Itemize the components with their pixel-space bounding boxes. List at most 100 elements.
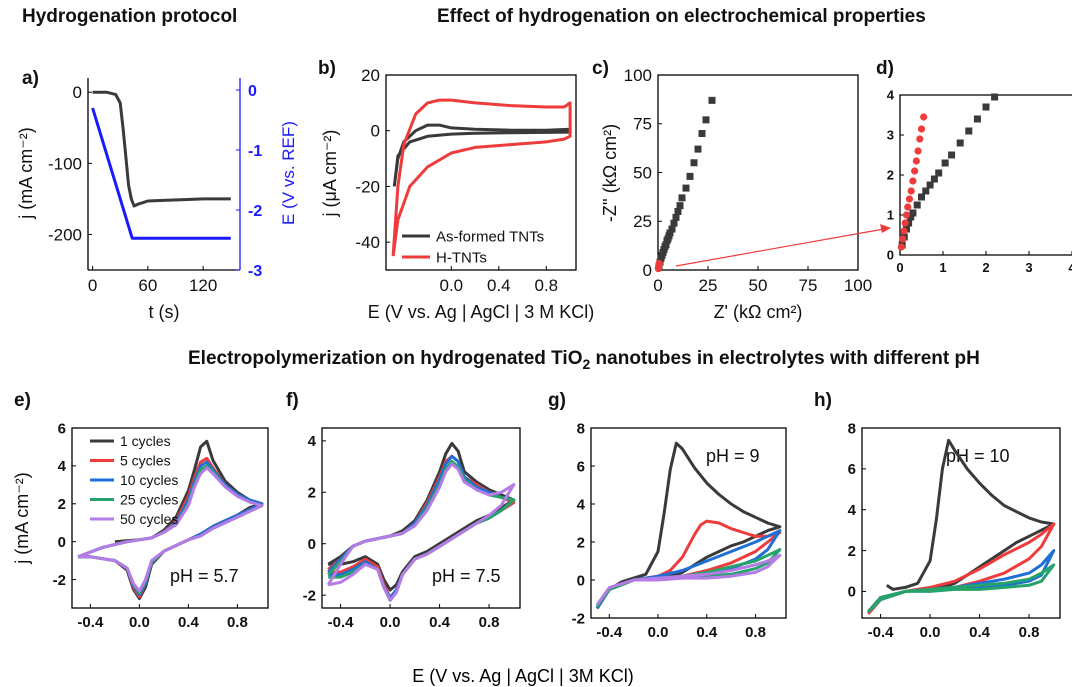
y-tick-label-d: 2 <box>887 168 894 183</box>
x-tick-label-b: 0.0 <box>439 276 463 295</box>
zoom-arrow-line <box>675 228 885 267</box>
data-point-c-s0 <box>672 213 680 221</box>
y-tick-label-c: 25 <box>633 212 652 231</box>
annotation-f: pH = 7.5 <box>432 566 501 586</box>
y-tick-label-g: 2 <box>577 534 585 551</box>
x-tick-label-e: -0.4 <box>77 614 104 631</box>
frame-g <box>590 427 787 619</box>
header-effect-of-hydrogenation: Effect of hydrogenation on electrochemic… <box>437 6 926 27</box>
x-tick-label-c: 50 <box>749 276 768 295</box>
panel-label-g: g) <box>548 390 566 411</box>
data-point-c-s0 <box>686 172 694 180</box>
y-tick-label-e: 4 <box>58 458 67 475</box>
legend-label-e: 50 cycles <box>120 511 178 527</box>
x-tick-label-c: 0 <box>653 276 662 295</box>
y-tick-label-h: 2 <box>848 543 856 560</box>
x-tick-label-c: 25 <box>699 276 718 295</box>
y-tick-label-c: 0 <box>643 261 652 280</box>
frame-h <box>861 427 1061 619</box>
y2-tick-label-a: 0 <box>248 83 257 100</box>
data-point-d-s1 <box>916 135 924 143</box>
x-tick-label-c: 100 <box>844 276 872 295</box>
y-tick-label-b: 0 <box>371 122 380 141</box>
data-point-d-s1 <box>897 243 905 251</box>
panel-label-c: c) <box>592 58 609 79</box>
x-axis-label-b: E (V vs. Ag | AgCl | 3 M KCl) <box>368 302 594 322</box>
y-tick-label-h: 4 <box>848 502 857 519</box>
y-axis-label-b: j (μA cm⁻²) <box>320 130 340 218</box>
data-point-c-s0 <box>666 229 674 237</box>
data-point-d-s0 <box>935 169 943 177</box>
series-line-h-s0 <box>867 438 1056 613</box>
y-tick-label-c: 75 <box>633 115 652 134</box>
y2-axis-label-a: E (V vs. REF) <box>279 121 298 225</box>
x-tick-label-f: 0.4 <box>429 614 451 631</box>
x-tick-label-h: -0.4 <box>868 624 895 641</box>
data-point-d-s1 <box>898 235 907 243</box>
y-tick-label-d: 1 <box>887 208 894 223</box>
y-tick-label-f: 4 <box>308 433 317 450</box>
x-tick-label-d: 1 <box>939 260 946 275</box>
frame-c <box>657 74 859 271</box>
x-tick-label-g: 0.0 <box>648 624 669 641</box>
series-line-e-s4 <box>77 466 264 593</box>
series-line-b-s1 <box>391 98 572 257</box>
x-tick-label-c: 75 <box>799 276 818 295</box>
series-line-h-s3 <box>867 563 1056 613</box>
data-point-c-s0 <box>682 184 690 192</box>
data-point-d-s1 <box>911 167 919 175</box>
y-tick-label-b: -40 <box>355 233 380 252</box>
y-tick-label-d: 0 <box>887 248 894 263</box>
x-tick-label-b: 0.8 <box>534 276 558 295</box>
series-line-g-s4 <box>595 553 782 606</box>
header-electropolymerization: Electropolymerization on hydrogenated Ti… <box>188 348 980 372</box>
data-point-c-s0 <box>702 116 710 124</box>
y-tick-label-g: -2 <box>572 610 585 627</box>
header-electro-sub: 2 <box>582 355 591 372</box>
data-point-d-s0 <box>922 187 930 195</box>
y2-tick-label-a: -3 <box>248 263 262 280</box>
x-tick-label-g: 0.4 <box>696 624 718 641</box>
legend-label-e: 1 cycles <box>120 433 171 449</box>
y-tick-label-d: 3 <box>887 128 894 143</box>
x-tick-label-d: 0 <box>896 260 903 275</box>
data-point-d-s0 <box>909 209 917 217</box>
zoom-arrow-head <box>880 224 891 233</box>
y-axis-label-c: -Z'' (kΩ cm²) <box>600 124 620 222</box>
data-point-c-s0 <box>708 96 716 104</box>
data-point-d-s1 <box>905 195 914 203</box>
panel-label-h: h) <box>814 390 832 411</box>
panel-label-b: b) <box>318 58 336 79</box>
panel-label-d: d) <box>876 58 894 79</box>
data-point-c-s1 <box>655 259 663 267</box>
data-point-d-s1 <box>907 187 915 195</box>
data-point-c-s0 <box>668 225 676 233</box>
y-tick-label-g: 0 <box>577 572 585 589</box>
panel-label-a: a) <box>22 68 39 89</box>
data-point-c-s0 <box>670 219 678 227</box>
data-point-d-s0 <box>918 193 925 201</box>
data-point-d-s1 <box>917 125 926 133</box>
y-tick-label-h: 6 <box>848 461 856 478</box>
x-axis-label-a: t (s) <box>149 302 180 322</box>
data-point-c-s0 <box>678 194 686 202</box>
y-tick-label-h: 0 <box>848 584 856 601</box>
data-point-c-s0 <box>676 202 684 210</box>
x-tick-label-e: 0.8 <box>227 614 248 631</box>
x-tick-label-g: 0.8 <box>745 624 766 641</box>
series-line-g-s0 <box>595 441 782 610</box>
header-electro-post: nanotubes in electrolytes with different… <box>590 348 980 369</box>
x-tick-label-a: 0 <box>88 276 97 295</box>
data-point-d-s1 <box>901 219 909 227</box>
y-tick-label-e: 2 <box>58 496 66 513</box>
y-tick-label-e: 6 <box>58 420 66 437</box>
y-tick-label-e: -2 <box>53 572 66 589</box>
data-point-d-s0 <box>991 93 999 101</box>
y-tick-label-g: 4 <box>577 496 586 513</box>
series-line-b-s0 <box>392 123 572 187</box>
x-tick-label-e: 0.0 <box>129 614 150 631</box>
y-tick-label-f: 0 <box>308 536 316 553</box>
legend-label-b: H-TNTs <box>436 249 487 266</box>
